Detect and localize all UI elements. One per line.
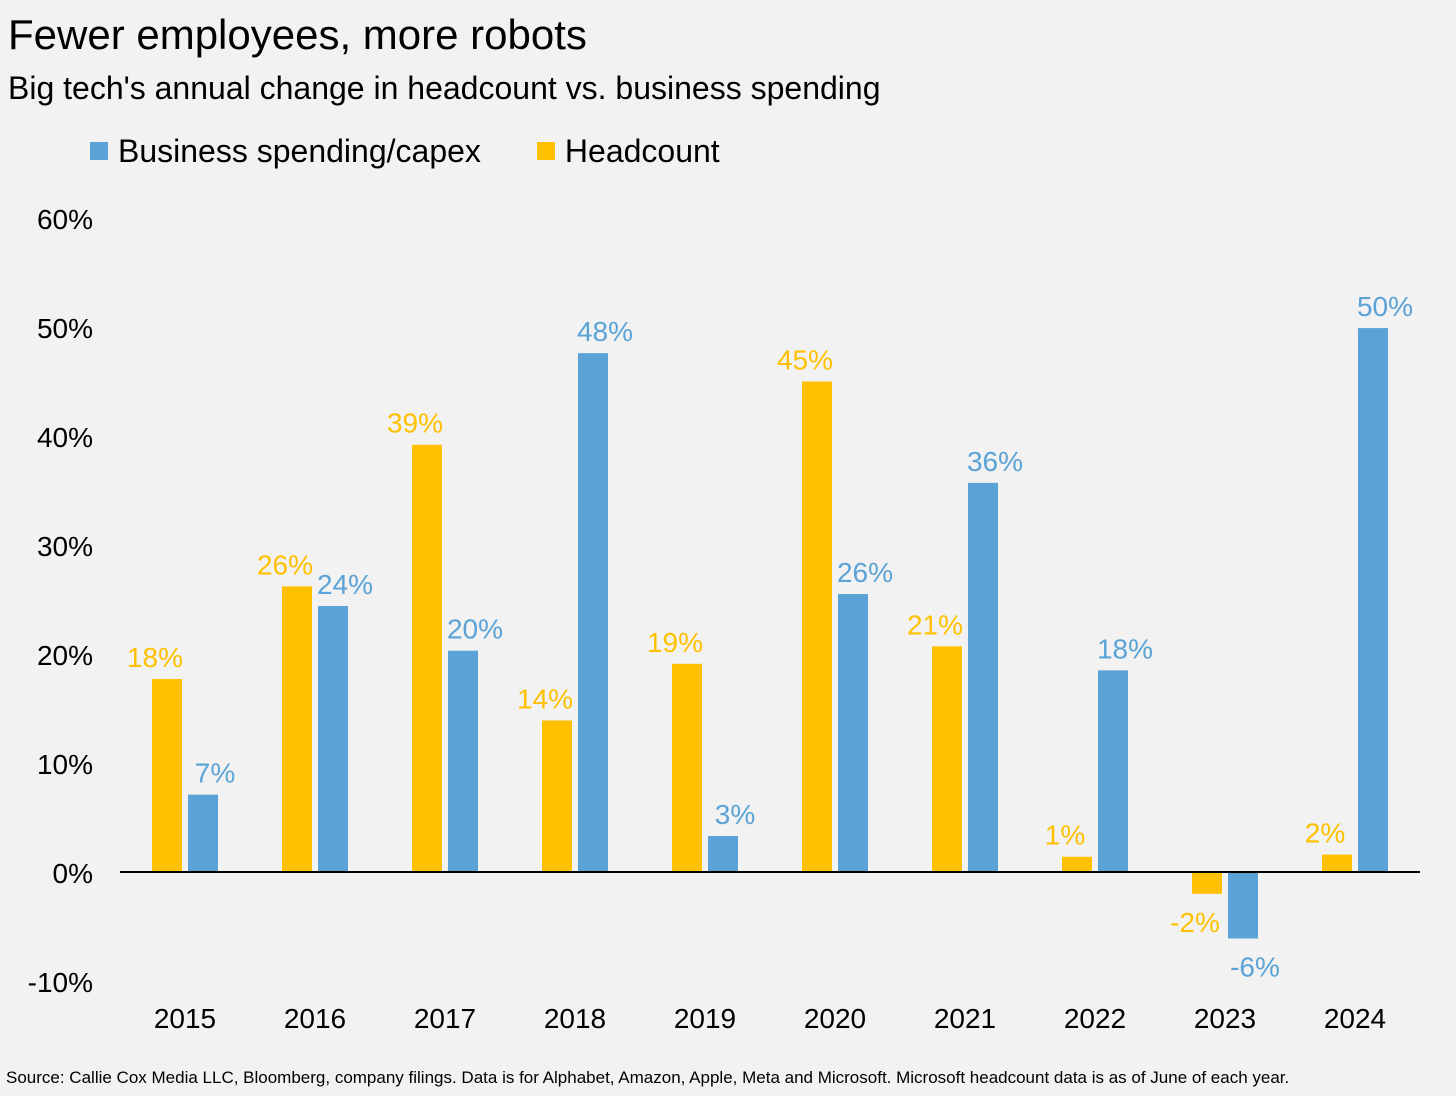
data-label-headcount: 21%: [907, 609, 963, 640]
bar-headcount: [412, 444, 442, 872]
bar-capex: [968, 482, 998, 872]
data-label-capex: 3%: [715, 799, 755, 830]
data-label-headcount: 2%: [1305, 818, 1345, 849]
bar-headcount: [932, 646, 962, 872]
y-tick-label: 10%: [37, 749, 93, 780]
y-tick-label: -10%: [28, 967, 93, 998]
x-tick-label: 2020: [804, 1003, 866, 1034]
data-label-headcount: 19%: [647, 627, 703, 658]
bar-headcount: [152, 679, 182, 872]
data-label-headcount: 45%: [777, 345, 833, 376]
data-label-headcount: 14%: [517, 683, 573, 714]
bar-headcount: [542, 720, 572, 872]
bar-capex: [188, 794, 218, 872]
chart-subtitle: Big tech's annual change in headcount vs…: [8, 70, 881, 106]
bar-headcount: [1322, 854, 1352, 872]
x-tick-label: 2016: [284, 1003, 346, 1034]
data-label-capex: 7%: [195, 758, 235, 789]
bar-chart: -10%0%10%20%30%40%50%60%18%7%201526%24%2…: [28, 204, 1420, 1034]
bar-capex: [318, 606, 348, 872]
bar-capex: [578, 353, 608, 872]
x-tick-label: 2024: [1324, 1003, 1386, 1034]
bar-headcount: [802, 381, 832, 872]
y-tick-label: 60%: [37, 204, 93, 235]
bar-capex: [1358, 328, 1388, 873]
bar-capex: [1228, 872, 1258, 939]
y-tick-label: 0%: [53, 858, 93, 889]
x-tick-label: 2022: [1064, 1003, 1126, 1034]
bar-capex: [708, 836, 738, 872]
bar-headcount: [672, 663, 702, 872]
bar-capex: [448, 650, 478, 872]
x-tick-label: 2017: [414, 1003, 476, 1034]
data-label-capex: -6%: [1230, 951, 1280, 982]
data-label-capex: 50%: [1357, 291, 1413, 322]
bar-headcount: [282, 586, 312, 872]
bar-capex: [838, 594, 868, 872]
data-label-headcount: -2%: [1170, 907, 1220, 938]
y-tick-label: 30%: [37, 531, 93, 562]
bar-capex: [1098, 670, 1128, 872]
y-tick-label: 50%: [37, 313, 93, 344]
data-label-headcount: 1%: [1045, 820, 1085, 851]
data-label-capex: 36%: [967, 446, 1023, 477]
y-tick-label: 40%: [37, 422, 93, 453]
legend-label-headcount: Headcount: [564, 132, 720, 169]
legend-item-capex: Business spending/capex: [90, 133, 481, 170]
x-tick-label: 2019: [674, 1003, 736, 1034]
legend-label-capex: Business spending/capex: [118, 132, 481, 169]
data-label-capex: 20%: [447, 614, 503, 645]
data-label-capex: 24%: [317, 569, 373, 600]
x-tick-label: 2018: [544, 1003, 606, 1034]
y-tick-label: 20%: [37, 640, 93, 671]
legend-swatch-capex: [90, 142, 108, 160]
data-label-capex: 18%: [1097, 633, 1153, 664]
legend-swatch-headcount: [536, 142, 555, 160]
source-note: Source: Callie Cox Media LLC, Bloomberg,…: [6, 1068, 1290, 1087]
data-label-headcount: 39%: [387, 408, 443, 439]
data-label-headcount: 26%: [257, 549, 313, 580]
x-tick-label: 2023: [1194, 1003, 1256, 1034]
data-label-capex: 48%: [577, 316, 633, 347]
bar-headcount: [1192, 872, 1222, 894]
x-tick-label: 2015: [154, 1003, 216, 1034]
legend: Business spending/capex Headcount: [90, 130, 720, 172]
x-tick-label: 2021: [934, 1003, 996, 1034]
data-label-capex: 26%: [837, 557, 893, 588]
data-label-headcount: 18%: [127, 642, 183, 673]
chart-title: Fewer employees, more robots: [8, 11, 587, 58]
legend-item-headcount: Headcount: [536, 132, 720, 170]
bar-headcount: [1062, 856, 1092, 872]
